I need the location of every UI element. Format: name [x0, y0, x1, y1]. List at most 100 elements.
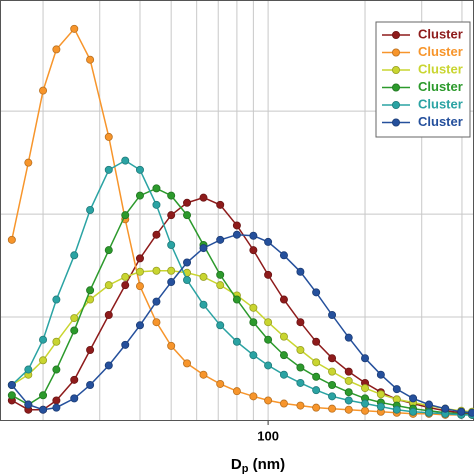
data-point — [52, 365, 61, 374]
data-point — [135, 267, 144, 276]
x-label-main: D — [231, 456, 242, 473]
data-point — [135, 321, 144, 330]
data-point — [344, 367, 353, 376]
data-point — [121, 272, 130, 281]
data-point — [361, 384, 370, 393]
data-point — [312, 337, 321, 346]
data-point — [392, 405, 401, 414]
data-point — [7, 391, 16, 400]
data-point — [264, 237, 273, 246]
data-point — [376, 402, 385, 411]
data-point — [249, 351, 258, 360]
legend: Cluster Cluster Cluster Cluster Cluster Clust… — [375, 21, 471, 138]
data-point — [279, 370, 288, 379]
data-point — [52, 337, 61, 346]
data-point — [296, 401, 305, 410]
data-point — [152, 200, 161, 209]
legend-marker — [391, 48, 400, 57]
data-point — [86, 345, 95, 354]
data-point — [152, 297, 161, 306]
data-point — [249, 392, 258, 401]
data-point — [361, 399, 370, 408]
data-point — [279, 295, 288, 304]
data-point — [70, 314, 79, 323]
data-point — [52, 295, 61, 304]
data-point — [328, 404, 337, 413]
data-point — [104, 310, 113, 319]
data-point — [86, 55, 95, 64]
data-point — [232, 387, 241, 396]
legend-label: Cluster — [418, 114, 463, 129]
data-point — [328, 354, 337, 363]
data-point — [296, 345, 305, 354]
data-point — [121, 211, 130, 220]
data-point — [24, 158, 33, 167]
data-point — [183, 198, 192, 207]
data-point — [216, 235, 225, 244]
data-point — [167, 211, 176, 220]
legend-box — [375, 21, 471, 138]
data-point — [296, 267, 305, 276]
series-line — [11, 269, 473, 413]
data-point — [167, 278, 176, 287]
data-point — [152, 184, 161, 193]
data-point — [328, 392, 337, 401]
data-point — [199, 244, 208, 253]
data-point — [183, 359, 192, 368]
data-point — [279, 351, 288, 360]
legend-label: Cluster — [418, 44, 463, 59]
data-point — [152, 266, 161, 275]
data-point — [392, 385, 401, 394]
data-point — [296, 378, 305, 387]
data-point — [232, 337, 241, 346]
x-label-unit: (nm) — [248, 456, 285, 473]
data-point — [167, 191, 176, 200]
data-point — [468, 408, 474, 417]
legend-marker — [391, 30, 400, 39]
x-axis-label: Dp (nm) — [231, 456, 285, 474]
data-point — [249, 303, 258, 312]
data-point — [409, 394, 418, 403]
legend-label: Cluster — [418, 79, 463, 94]
data-point — [264, 335, 273, 344]
data-point — [424, 408, 433, 417]
legend-marker — [391, 118, 400, 127]
data-point — [376, 390, 385, 399]
data-point — [104, 361, 113, 370]
data-point — [135, 165, 144, 174]
data-point — [104, 165, 113, 174]
data-point — [296, 363, 305, 372]
legend-label: Cluster — [418, 26, 463, 41]
data-point — [328, 380, 337, 389]
data-point — [52, 403, 61, 412]
data-point — [183, 211, 192, 220]
data-point — [312, 372, 321, 381]
data-point — [296, 318, 305, 327]
data-point — [264, 318, 273, 327]
data-point — [24, 365, 33, 374]
data-point — [312, 358, 321, 367]
data-point — [279, 251, 288, 260]
data-point — [344, 396, 353, 405]
data-point — [167, 341, 176, 350]
data-point — [24, 400, 33, 409]
data-point — [70, 326, 79, 335]
data-point — [328, 367, 337, 376]
data-point — [39, 86, 48, 95]
data-point — [183, 258, 192, 267]
x-label-sub: p — [242, 463, 249, 474]
data-point — [121, 281, 130, 290]
data-point — [249, 246, 258, 255]
data-point — [264, 396, 273, 405]
data-point — [232, 230, 241, 239]
data-point — [409, 407, 418, 416]
data-point — [216, 321, 225, 330]
data-point — [104, 246, 113, 255]
data-point — [39, 391, 48, 400]
series-line — [11, 187, 473, 416]
data-point — [86, 286, 95, 295]
data-point — [344, 333, 353, 342]
data-point — [70, 394, 79, 403]
data-point — [121, 340, 130, 349]
